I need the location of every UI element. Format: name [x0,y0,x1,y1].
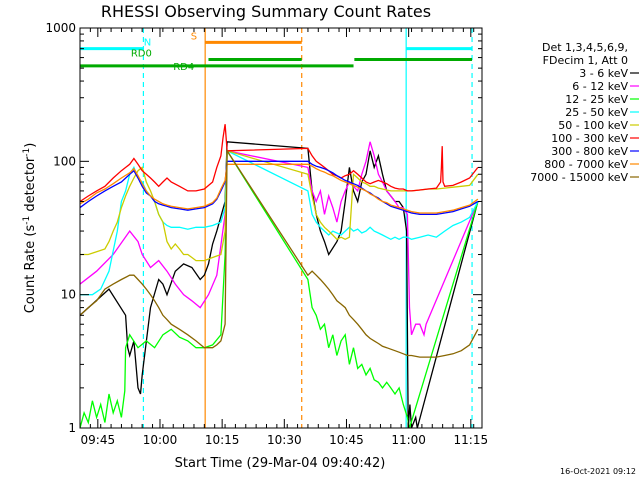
series-line-6-12-kev [80,141,479,338]
legend-label-25-50-kev: 25 - 50 keV [565,106,628,119]
series-line-25-50-kev [80,149,479,296]
legend-header-line-1: Det 1,3,4,5,6,9, [542,41,628,54]
plot-area: N S RD0 RD4 1 10 100 1000 09:45 10:00 10:15 10:30… [45,21,488,447]
x-tick-label: 10:15 [205,433,240,447]
legend-label-12-25-kev: 12 - 25 keV [565,93,628,106]
plot-frame [79,27,483,429]
status-bar-label-s: S [191,31,197,42]
legend: Det 1,3,4,5,6,9, FDecim 1, Att 0 3 - 6 k… [530,41,639,184]
x-tick-label: 11:15 [454,433,489,447]
chart-title: RHESSI Observing Summary Count Rates [101,2,431,21]
y-axis-ticks: 1 10 100 1000 [45,21,482,435]
series-line-50-100-kev [80,149,479,262]
series-line-3-6-kev [80,141,479,428]
series-line-12-25-kev [80,148,479,428]
y-tick-label: 10 [61,288,76,302]
x-axis-label: Start Time (29-Mar-04 09:40:42) [175,456,386,471]
x-axis-ticks: 09:45 10:00 10:15 10:30 10:45 11:00 11:15 [79,28,489,447]
y-axis-label: Count Rate (s-1 detector-1) [22,143,38,314]
status-bar-label-rd0: RD0 [131,49,152,60]
legend-label-3-6-kev: 3 - 6 keV [579,67,628,80]
status-bar-label-rd4: RD4 [173,62,194,73]
legend-label-100-300-kev: 100 - 300 keV [551,132,628,145]
x-tick-label: 11:00 [391,433,426,447]
y-tick-label: 1000 [45,21,76,35]
legend-header-line-2: FDecim 1, Att 0 [543,54,628,67]
series-line-300-800-kev [80,160,479,216]
legend-label-300-800-kev: 300 - 800 keV [551,145,628,158]
status-bar-label-n: N [144,38,151,49]
series-line-7000-15000-kev [80,148,479,358]
legend-label-800-7000-kev: 800 - 7000 keV [544,158,628,171]
status-bars: N S RD0 RD4 [80,31,473,73]
legend-label-50-100-kev: 50 - 100 keV [558,119,628,132]
series-lines [80,124,479,428]
x-tick-label: 10:00 [143,433,178,447]
series-line-100-300-kev [80,124,479,203]
y-tick-label: 100 [53,154,76,168]
timestamp: 16-Oct-2021 09:12 [560,467,636,476]
x-tick-label: 10:30 [267,433,302,447]
x-tick-label: 10:45 [329,433,364,447]
legend-label-6-12-kev: 6 - 12 keV [572,80,628,93]
series-line-800-7000-kev [80,163,479,214]
y-tick-label: 1 [68,421,76,435]
legend-label-7000-15000-kev: 7000 - 15000 keV [530,171,628,184]
x-tick-label: 09:45 [81,433,116,447]
